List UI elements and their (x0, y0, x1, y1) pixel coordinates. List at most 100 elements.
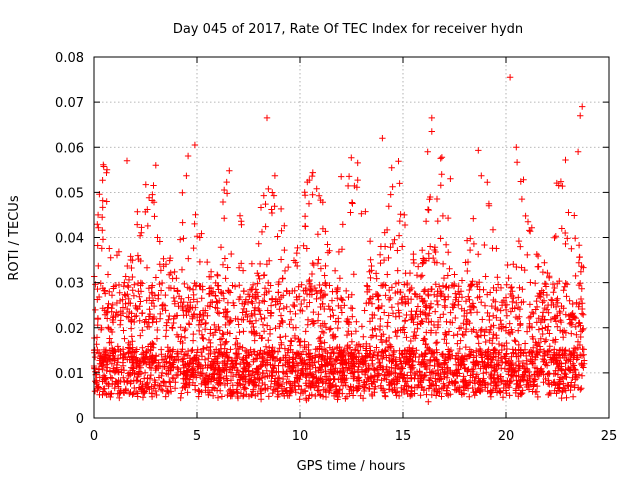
data-point (517, 346, 525, 353)
data-point (270, 192, 278, 199)
data-point (270, 365, 278, 372)
data-point (285, 378, 293, 385)
data-point (546, 274, 553, 281)
data-point (94, 383, 102, 390)
data-point (467, 351, 474, 358)
data-point (271, 348, 278, 355)
data-point (317, 322, 324, 330)
data-point (234, 339, 241, 347)
data-point (113, 252, 121, 259)
data-point (497, 284, 505, 292)
data-point (414, 303, 422, 310)
data-point (178, 390, 185, 397)
data-point (441, 336, 448, 343)
data-point (99, 204, 106, 211)
data-point (376, 359, 383, 366)
data-point (141, 375, 148, 382)
data-point (217, 387, 224, 394)
data-point (101, 355, 108, 362)
data-point (399, 365, 406, 372)
data-point (530, 344, 537, 351)
data-point (310, 308, 317, 316)
data-point (334, 284, 341, 292)
data-point (550, 301, 557, 309)
data-point (198, 230, 205, 237)
data-point (479, 316, 486, 323)
data-point (116, 289, 123, 296)
data-point (267, 302, 275, 309)
data-point (534, 393, 541, 401)
data-point (352, 328, 360, 335)
data-point (474, 359, 481, 367)
data-point (476, 293, 483, 300)
data-point (136, 232, 144, 239)
data-point (198, 380, 205, 388)
data-point (120, 367, 128, 374)
data-point (94, 386, 101, 394)
data-point (561, 350, 568, 357)
data-point (385, 254, 392, 262)
data-point (148, 354, 155, 362)
data-point (169, 374, 176, 382)
data-point (138, 351, 146, 358)
data-point (545, 377, 552, 384)
data-point (283, 287, 290, 294)
data-point (337, 304, 345, 312)
data-point (374, 352, 381, 359)
data-point (381, 243, 389, 250)
data-point (333, 288, 340, 295)
data-point (508, 283, 515, 291)
data-point (394, 247, 401, 254)
data-point (428, 327, 435, 334)
data-point (513, 144, 520, 151)
data-point (156, 238, 163, 245)
data-point (246, 286, 254, 294)
data-point (304, 321, 311, 328)
data-point (521, 365, 529, 372)
data-point (276, 357, 283, 364)
data-point (302, 223, 309, 230)
data-point (287, 308, 294, 315)
data-point (354, 159, 361, 167)
data-point (201, 377, 208, 384)
data-point (478, 172, 485, 179)
data-point (134, 280, 142, 287)
data-point (195, 363, 202, 370)
data-point (135, 288, 142, 295)
data-point (181, 327, 188, 334)
data-point (283, 388, 290, 395)
data-point (149, 353, 156, 361)
data-point (206, 389, 213, 396)
data-point (100, 287, 108, 294)
data-point (298, 300, 305, 308)
data-point (152, 387, 159, 395)
data-point (226, 317, 233, 325)
data-point (345, 293, 352, 301)
data-point (506, 320, 513, 327)
data-point (480, 286, 487, 293)
data-point (103, 166, 111, 173)
data-point (218, 290, 226, 297)
data-point (541, 316, 548, 324)
data-point (261, 298, 268, 305)
data-point (350, 354, 357, 361)
data-point (556, 384, 563, 391)
data-point (556, 347, 563, 354)
data-point (503, 339, 510, 347)
data-point (528, 309, 536, 316)
data-point (150, 182, 157, 189)
data-point (367, 256, 374, 263)
data-point (432, 339, 440, 347)
data-point (463, 316, 470, 323)
data-point (425, 206, 432, 214)
data-point (392, 280, 400, 287)
data-point (280, 305, 287, 312)
data-point (434, 376, 442, 383)
data-point (314, 231, 322, 238)
data-point (411, 328, 418, 336)
data-point (113, 299, 121, 307)
data-point (338, 296, 345, 303)
data-point (428, 318, 435, 325)
data-point (516, 305, 524, 313)
y-tick-label: 0.08 (55, 51, 84, 66)
